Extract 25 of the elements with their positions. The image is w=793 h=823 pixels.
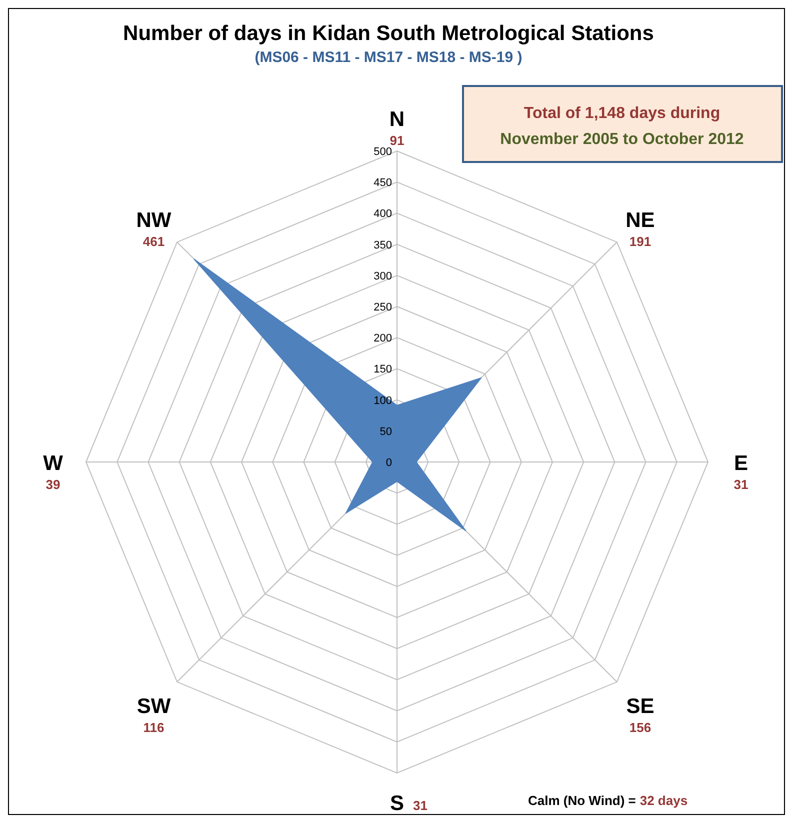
y-tick-label: 350 [374,239,392,252]
spoke-label: NE 191 [626,208,655,249]
y-tick-label: 250 [374,302,392,314]
y-tick-label: 150 [374,364,392,376]
spoke-label: E 31 [734,452,748,492]
text: Calm (No Wind) = [528,793,636,808]
spoke-label: S 31 [390,792,428,815]
y-tick-label: 200 [374,332,392,345]
spoke-label: SE 156 [626,695,654,736]
text: Total of 1,148 days during [524,105,720,122]
y-tick-label: 0 [386,457,392,469]
text: November 2005 to October 2012 [500,131,744,148]
y-tick-label: 500 [374,146,392,158]
y-tick-label: 100 [374,394,392,407]
spoke-label: SW 116 [136,695,171,736]
y-tick-label: 400 [374,208,392,220]
y-tick-label: 450 [374,177,392,190]
y-tick-label: 50 [380,426,392,438]
text: 32 days [640,793,688,808]
spoke-label: W 39 [43,452,64,492]
y-tick-label: 300 [374,270,392,282]
chart-title: Number of days in Kidan South Metrological Stations [123,22,654,45]
spoke-label: NW 461 [136,208,172,249]
spoke-label: N 91 [389,108,405,148]
chart-subtitle: (MS06 - MS11 - MS17 - MS18 - MS-19 ) [254,49,522,66]
